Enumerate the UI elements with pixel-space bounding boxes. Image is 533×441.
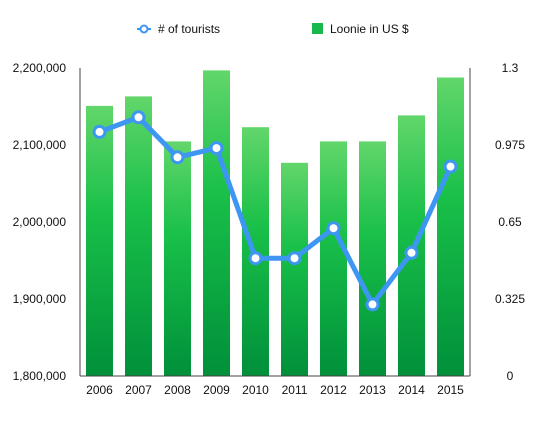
right-tick-label: 0.65: [498, 215, 522, 229]
bar-2013: [359, 141, 386, 376]
bar-series: [86, 70, 464, 377]
x-tick-label: 2006: [86, 383, 113, 397]
left-tick-label: 2,000,000: [13, 215, 67, 229]
tourists-point-2006: [92, 124, 107, 139]
bar-2007: [125, 96, 152, 377]
left-tick-label: 1,900,000: [13, 292, 67, 306]
x-tick-label: 2010: [242, 383, 269, 397]
bar-2009: [203, 70, 230, 377]
x-tick-label: 2014: [398, 383, 425, 397]
x-tick-label: 2013: [359, 383, 386, 397]
bar-2008: [164, 141, 191, 376]
legend-item-tourists[interactable]: # of tourists: [137, 22, 220, 36]
legend: # of tourists Loonie in US $: [137, 22, 409, 36]
tourists-line: [97, 114, 453, 307]
tourists-point-2015: [443, 159, 458, 174]
x-tick-label: 2007: [125, 383, 152, 397]
left-tick-label: 2,200,000: [13, 61, 67, 75]
line-series: [92, 110, 458, 312]
legend-item-loonie[interactable]: Loonie in US $: [312, 22, 409, 36]
x-tick-label: 2012: [320, 383, 347, 397]
bar-2012: [320, 141, 347, 376]
x-tick-label: 2008: [164, 383, 191, 397]
tourists-point-2009: [209, 141, 224, 156]
bar-2006: [86, 105, 113, 377]
axes: [79, 68, 471, 377]
x-tick-label: 2011: [282, 383, 308, 397]
tourists-point-2010: [248, 251, 263, 266]
tourists-point-2014: [404, 245, 419, 260]
tourists-point-2013: [365, 297, 380, 312]
left-tick-label: 1,800,000: [13, 369, 67, 383]
tourists-point-2011: [287, 251, 302, 266]
tourists-point-2008: [170, 150, 185, 165]
legend-line-swatch: [139, 24, 149, 34]
x-tick-label: 2015: [437, 383, 464, 397]
right-tick-label: 0.975: [495, 138, 525, 152]
x-tick-label: 2009: [203, 383, 230, 397]
right-tick-label: 0.325: [495, 292, 525, 306]
bar-2011: [281, 162, 308, 376]
tick-labels: 1,800,000 1,900,000 2,000,000 2,100,000 2,20…: [13, 61, 526, 397]
bar-2015: [437, 77, 464, 376]
left-tick-label: 2,100,000: [13, 138, 67, 152]
legend-label-loonie: Loonie in US $: [330, 22, 409, 36]
tourists-point-2007: [131, 110, 146, 125]
right-tick-label: 0: [507, 369, 514, 383]
legend-bar-swatch: [312, 23, 323, 34]
right-tick-label: 1.3: [502, 61, 519, 75]
tourists-point-2012: [326, 221, 341, 236]
bar-2014: [398, 115, 425, 377]
legend-label-tourists: # of tourists: [158, 22, 220, 36]
